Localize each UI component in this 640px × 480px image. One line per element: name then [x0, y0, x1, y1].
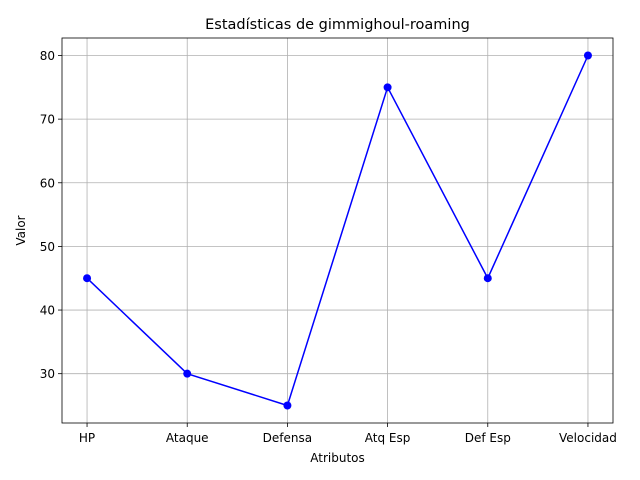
x-tick-label: Atq Esp	[365, 431, 411, 445]
x-gridlines	[86, 38, 589, 423]
y-tick-label: 40	[40, 304, 55, 318]
x-axis-label: Atributos	[310, 451, 365, 465]
data-point-marker	[83, 274, 92, 283]
y-tick-label: 70	[40, 113, 55, 127]
series-line	[83, 51, 592, 410]
y-axis: 30 40 50 60 70 80	[40, 49, 62, 381]
y-tick-label: 80	[40, 49, 55, 63]
x-tick-label: Defensa	[263, 431, 312, 445]
x-tick-label: HP	[79, 431, 95, 445]
y-tick-label: 60	[40, 176, 55, 190]
x-tick-label: Def Esp	[465, 431, 511, 445]
y-axis-label: Valor	[14, 215, 28, 245]
y-tick-label: 30	[40, 367, 55, 381]
x-tick-label: Ataque	[166, 431, 209, 445]
x-tick-label: Velocidad	[559, 431, 617, 445]
y-tick-label: 50	[40, 240, 55, 254]
data-point-marker	[383, 83, 392, 92]
x-axis: HP Ataque Defensa Atq Esp Def Esp Velocidad	[79, 423, 617, 445]
y-gridlines	[62, 55, 613, 375]
plot-frame	[61, 37, 614, 424]
chart-title: Estadísticas de gimmighoul-roaming	[205, 17, 470, 33]
data-point-marker	[183, 369, 192, 378]
data-point-marker	[283, 401, 292, 410]
data-point-marker	[583, 51, 592, 60]
series-polyline	[86, 55, 589, 407]
data-point-marker	[483, 274, 492, 283]
